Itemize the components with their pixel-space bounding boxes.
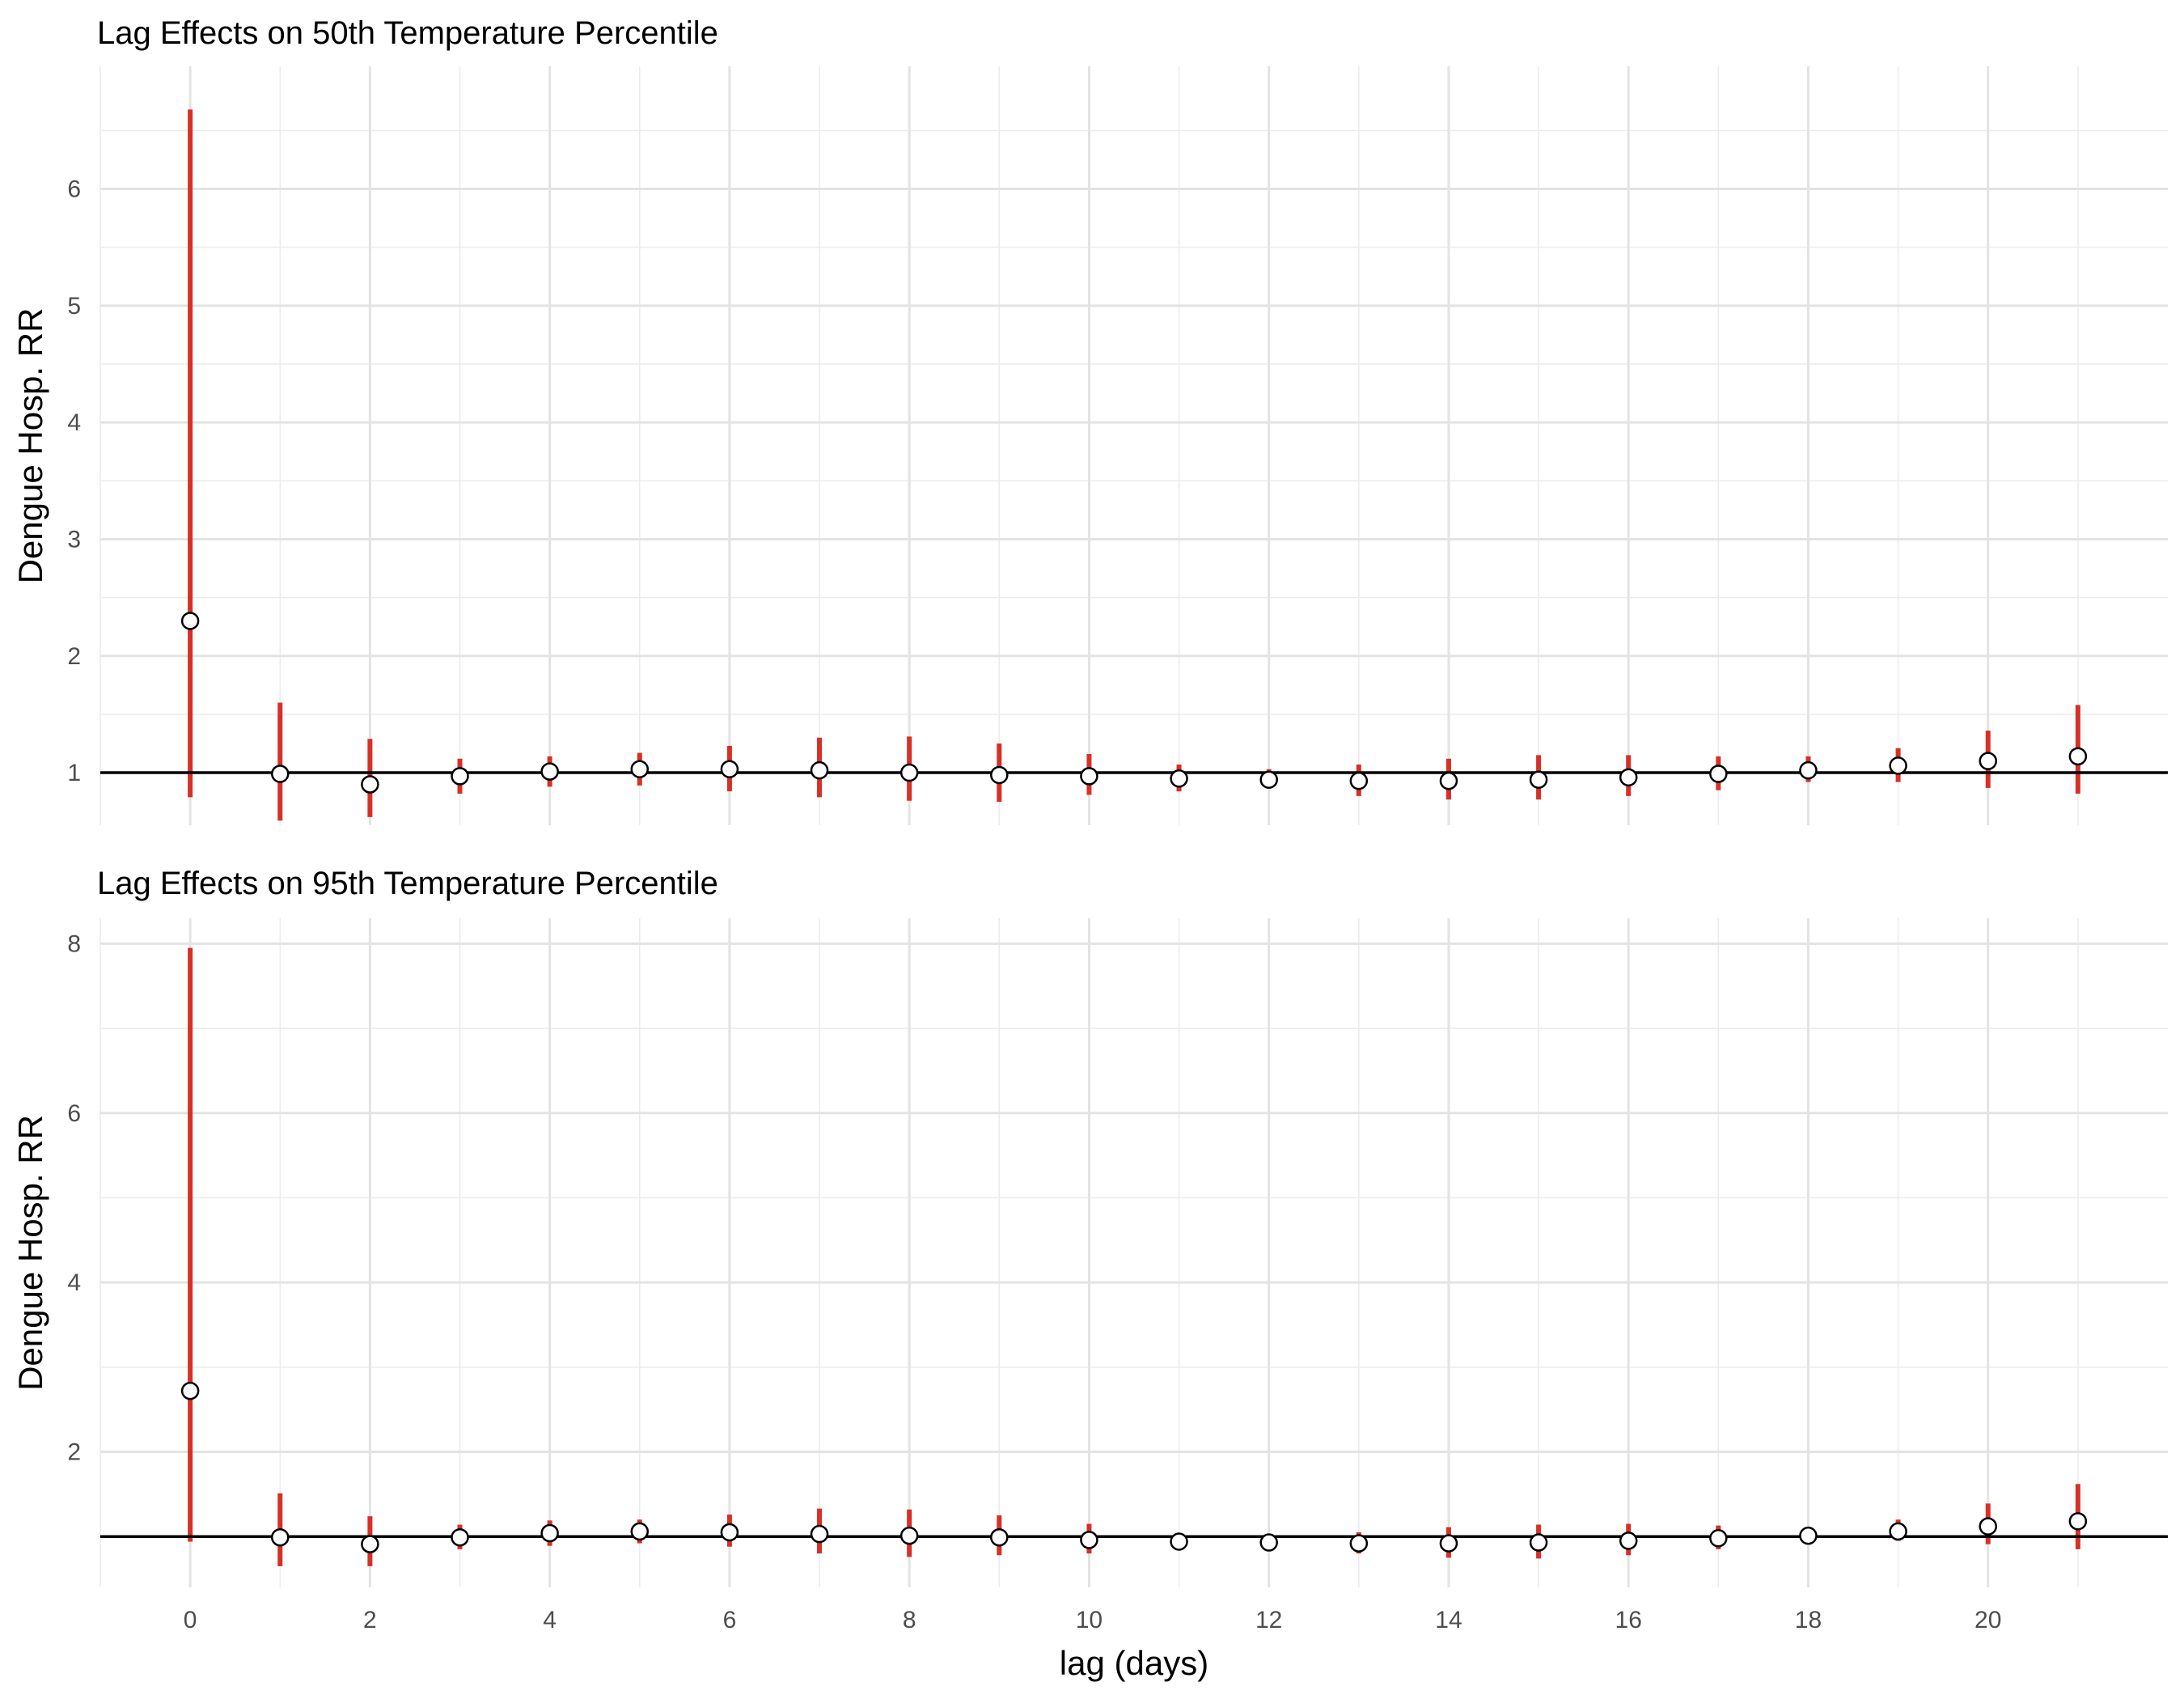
point-estimate	[1799, 1526, 1818, 1545]
y-tick-label: 5	[67, 293, 81, 320]
x-axis-title: lag (days)	[1060, 1644, 1208, 1682]
x-tick-label: 0	[184, 1607, 197, 1633]
panel-title: Lag Effects on 50th Temperature Percenti…	[97, 15, 718, 51]
x-tick-label: 14	[1435, 1607, 1462, 1633]
point-estimate	[1979, 1517, 1997, 1536]
point-estimate	[180, 612, 200, 630]
point-estimate	[1619, 1532, 1638, 1550]
y-axis-title: Dengue Hosp. RR	[11, 308, 49, 584]
y-tick-label: 2	[67, 643, 81, 670]
x-tick-label: 20	[1974, 1607, 2001, 1633]
point-estimate	[1709, 765, 1728, 783]
point-estimate	[630, 1522, 650, 1541]
point-estimate	[1619, 768, 1638, 787]
point-estimate	[1259, 770, 1278, 789]
point-estimate	[1080, 1531, 1098, 1549]
point-estimate	[1529, 1533, 1548, 1552]
x-tick-label: 10	[1076, 1607, 1103, 1633]
point-estimate	[361, 1535, 379, 1553]
point-estimate	[1439, 1534, 1458, 1553]
point-estimate	[810, 1524, 829, 1544]
point-estimate	[1170, 1532, 1188, 1551]
point-estimate	[1709, 1529, 1728, 1548]
point-estimate	[1889, 1522, 1907, 1541]
y-tick-label: 3	[67, 526, 81, 553]
point-estimate	[1439, 771, 1458, 790]
y-tick-label: 2	[67, 1439, 81, 1466]
y-tick-label: 8	[67, 930, 81, 957]
point-estimate	[1529, 770, 1548, 789]
y-tick-label: 4	[67, 409, 81, 436]
point-estimate	[899, 1526, 919, 1545]
point-estimate	[1889, 756, 1907, 775]
point-estimate	[540, 1523, 559, 1543]
x-tick-label: 12	[1255, 1607, 1282, 1633]
point-estimate	[1349, 1534, 1369, 1553]
x-tick-label: 4	[543, 1607, 557, 1633]
point-estimate	[2068, 747, 2088, 766]
point-estimate	[720, 760, 739, 778]
point-estimate	[810, 761, 829, 780]
x-tick-label: 16	[1615, 1607, 1642, 1633]
y-tick-label: 1	[67, 760, 81, 786]
point-estimate	[1080, 767, 1098, 786]
x-tick-label: 8	[903, 1607, 916, 1633]
point-estimate	[630, 760, 650, 778]
point-estimate	[180, 1381, 200, 1400]
point-estimate	[990, 765, 1009, 785]
point-estimate	[451, 767, 469, 786]
point-estimate	[540, 762, 559, 781]
point-estimate	[451, 1527, 469, 1547]
point-estimate	[1979, 752, 1997, 770]
point-estimate	[361, 775, 379, 794]
point-estimate	[271, 765, 290, 783]
point-estimate	[1799, 761, 1818, 780]
y-tick-label: 6	[67, 1100, 81, 1127]
point-estimate	[2068, 1512, 2088, 1531]
point-estimate	[1170, 769, 1188, 788]
y-tick-label: 6	[67, 176, 81, 203]
point-estimate	[1349, 771, 1369, 790]
point-estimate	[271, 1527, 290, 1547]
y-axis-title: Dengue Hosp. RR	[11, 1115, 49, 1391]
x-tick-label: 2	[363, 1607, 377, 1633]
point-estimate	[720, 1523, 739, 1542]
x-tick-label: 6	[723, 1607, 737, 1633]
panel-title: Lag Effects on 95th Temperature Percenti…	[97, 866, 718, 901]
x-tick-label: 18	[1795, 1607, 1822, 1633]
point-estimate	[899, 763, 919, 782]
y-tick-label: 4	[67, 1269, 81, 1296]
point-estimate	[1259, 1533, 1278, 1552]
point-estimate	[990, 1527, 1009, 1547]
